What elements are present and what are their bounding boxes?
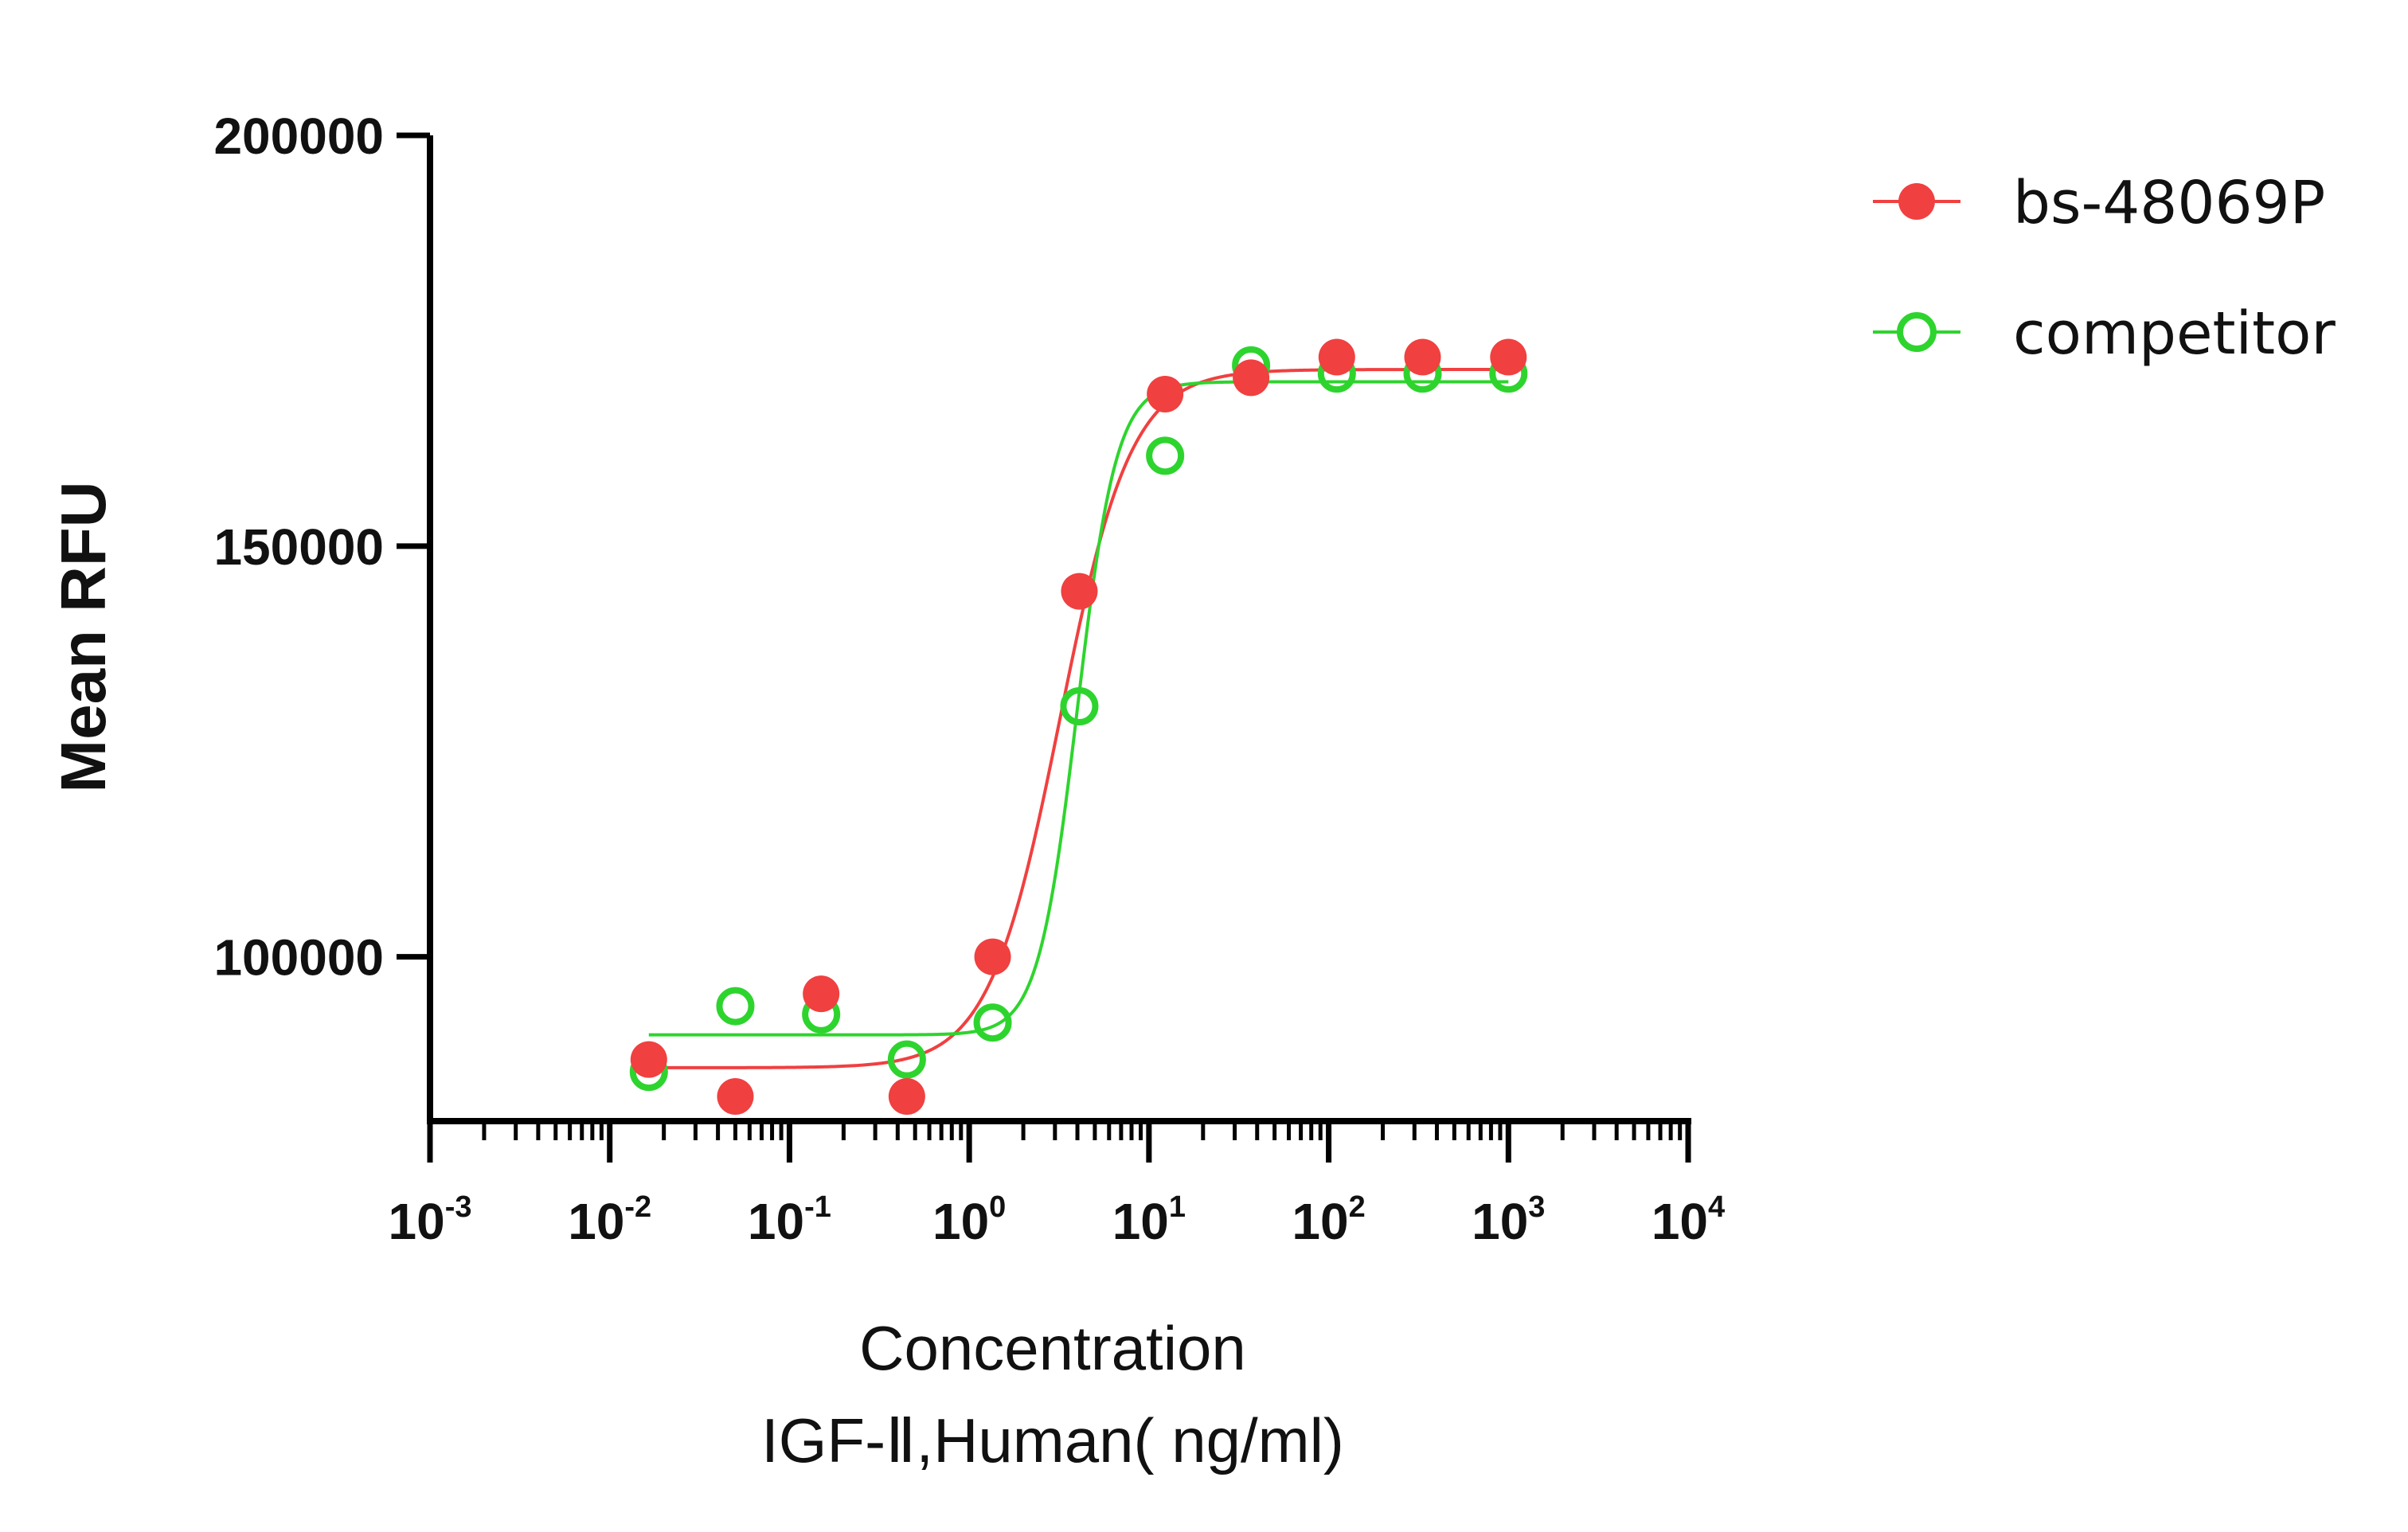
x-axis-label: Concentration [859, 1313, 1246, 1383]
y-axis-label: Mean RFU [48, 481, 119, 792]
axes [427, 135, 1691, 1124]
point-bs-48069p [1061, 573, 1098, 610]
legend-item-bs-48069p: bs-48069P [1873, 169, 2325, 237]
point-bs-48069p [1318, 338, 1355, 376]
fit-curve-competitor [648, 380, 1509, 1037]
y-tick-label: 150000 [213, 518, 384, 576]
x-axis-label-unit: IGF-Ⅱ,Human( ng/ml) [761, 1405, 1344, 1475]
x-tick-label: 10-1 [748, 1190, 831, 1250]
y-ticks: 100000 150000 200000 [213, 107, 430, 987]
point-competitor [973, 1003, 1012, 1042]
legend-label-bs-48069p: bs-48069P [2013, 169, 2325, 237]
x-tick-label: 103 [1472, 1190, 1545, 1250]
x-tick-label: 100 [932, 1190, 1006, 1250]
x-tick-label: 102 [1292, 1190, 1365, 1250]
point-competitor [1060, 687, 1099, 726]
point-bs-48069p [1147, 375, 1184, 412]
legend: bs-48069P competitor [1873, 169, 2336, 368]
y-tick-label: 200000 [213, 107, 384, 165]
point-bs-48069p [803, 975, 840, 1013]
legend-marker-competitor [1897, 312, 1937, 352]
x-tick-label: 10-3 [389, 1190, 472, 1250]
point-bs-48069p [1233, 359, 1270, 397]
point-bs-48069p [974, 938, 1011, 975]
point-bs-48069p [1404, 338, 1441, 376]
x-tick-label: 104 [1652, 1190, 1725, 1250]
legend-label-competitor: competitor [2013, 299, 2336, 368]
point-competitor [887, 1040, 926, 1079]
legend-item-competitor: competitor [1873, 299, 2336, 368]
y-tick-label: 100000 [213, 929, 384, 987]
x-ticks: 10-3 10-2 10-1 100 101 102 103 104 [389, 1121, 1725, 1250]
point-bs-48069p [717, 1078, 754, 1116]
fit-curve-bs-48069p [648, 368, 1509, 1069]
legend-marker-bs-48069p [1898, 183, 1935, 220]
point-competitor [1146, 436, 1185, 475]
point-bs-48069p [630, 1041, 667, 1078]
point-competitor [716, 987, 755, 1026]
point-bs-48069p [888, 1078, 925, 1116]
x-tick-label: 101 [1112, 1190, 1186, 1250]
fit-curves [648, 368, 1509, 1069]
x-tick-label: 10-2 [568, 1190, 651, 1250]
point-bs-48069p [1490, 338, 1527, 376]
data-points [629, 338, 1528, 1116]
